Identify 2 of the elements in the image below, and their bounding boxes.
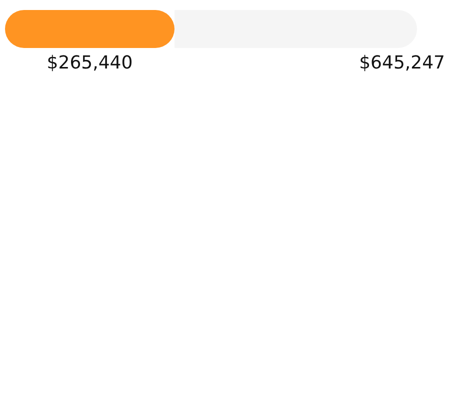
total-label: $645,247 <box>359 52 445 74</box>
data-label: $265,440 <box>46 52 133 74</box>
